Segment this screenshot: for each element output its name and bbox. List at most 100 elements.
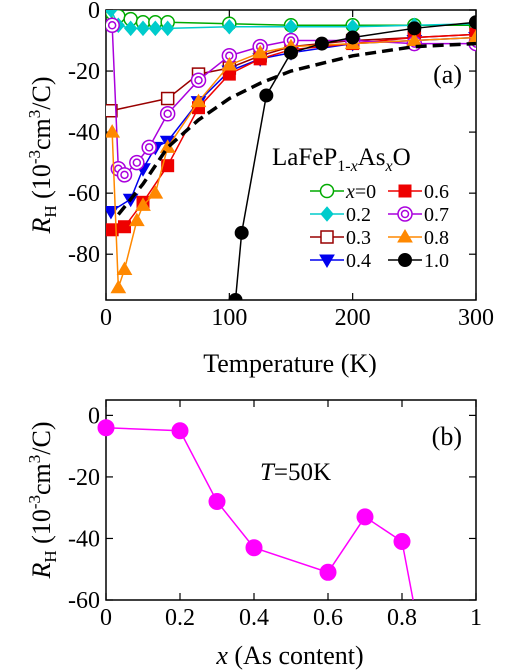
legend-label: x=0 [345,181,376,203]
legend-entry-x-0-2: 0.2 [310,204,371,226]
data-point-x-1-0 [228,293,243,300]
series-line-x-1-0 [234,21,476,300]
data-point-x-0-2 [106,10,118,18]
data-point-x-0-7 [283,32,299,49]
legend-label: 0.6 [424,181,449,203]
temperature-annotation: T=50K [260,459,331,486]
data-point-x-0-8 [106,124,121,138]
data-point-x-0-2 [136,20,150,37]
series-x-1-0 [228,15,476,300]
data-point [356,508,374,526]
panel-b-label: (b) [432,422,462,451]
data-point-x-0-2 [222,19,236,35]
data-point-x-0-2 [161,20,175,37]
data-point-x-0-8 [406,32,423,47]
panel-b-ticks: 0 0.2 0.4 0.6 0.8 1 0 -20 -40 -60 [68,400,482,631]
data-point-x-0-8 [190,93,207,108]
panel-a-ylabel: RH (10-3cm3/C) [25,76,60,234]
series-line-x-0-8 [111,36,476,289]
panel-b-ytick-label: -60 [68,588,100,614]
panel-a-plot-area [106,10,476,300]
panel-a-xtick-label: 300 [458,305,494,331]
panel-b-xlabel: x (As content) [215,641,363,670]
legend-marker [320,206,334,222]
data-point-x-0-6 [118,220,131,234]
legend-marker [398,253,412,267]
data-point-x-0-7 [106,17,120,34]
panel-a-ytick-label: -80 [68,242,100,268]
legend-label: 0.7 [424,204,449,226]
data-point-x-0-8 [221,56,238,71]
series-line-x-0-6 [111,33,476,231]
data-point-x-0-2 [148,20,162,37]
panel-b-series [97,419,414,601]
legend-entry-x-0-6: 0.6 [388,181,449,203]
legend-entry-x-0-7: 0.7 [388,204,449,226]
panel-b-xtick-label: 0.4 [239,605,269,631]
series-rh-vs-x [97,419,414,601]
legend-entry-x-0-3: 0.3 [310,227,371,249]
panel-a-frame [105,9,477,301]
data-point-x-0-8 [116,261,133,275]
legend-label: 1.0 [424,250,449,272]
legend-marker [398,184,412,198]
panel-b-plot-area [97,419,414,601]
data-point-x-0-8 [110,279,127,294]
data-point [171,422,189,440]
data-point [245,539,263,557]
panel-b-ytick-label: -20 [68,465,100,491]
data-point-x-0-7 [116,167,133,183]
panel-a-xtick-label: 0 [100,305,112,331]
data-point-x-0-3 [106,103,118,118]
panel-b-ytick-label: 0 [88,403,100,429]
panel-b-xtick-label: 0.2 [165,605,195,631]
data-point [393,533,411,551]
data-point [319,563,337,581]
series-line-x-0-4 [110,36,476,213]
panel-a-ytick-label: 0 [88,0,100,24]
legend-label: 0.8 [424,227,449,249]
legend-marker [319,254,335,268]
panel-b-xtick-label: 0.8 [387,605,417,631]
legend-entry-x-1-0: 1.0 [388,250,449,272]
legend-entry-x-0: x=0 [310,181,376,203]
data-point-x-0-7 [141,139,157,156]
legend-marker [320,230,334,244]
panel-a-ytick-label: -40 [68,120,100,146]
data-point-x-1-0 [259,88,274,103]
legend-label: 0.3 [346,227,371,249]
data-point-x-0-8 [147,185,164,199]
data-point-x-0-6 [161,159,175,173]
data-point-x-0-8 [252,44,269,59]
series-x-0-2 [106,10,476,37]
panel-b: 0 0.2 0.4 0.6 0.8 1 0 -20 -40 -60 (b) T=50K x (As… [25,399,482,670]
panel-b-xtick-label: 0.6 [313,605,343,631]
panel-b-xtick-label: 1 [470,605,482,631]
panel-a-legend: x=00.20.30.4 0.60.70.81.0 [310,181,449,272]
legend-entry-x-0-8: 0.8 [388,227,449,249]
data-point-x-0-7 [159,106,176,122]
panel-a-ytick-label: -20 [68,59,100,85]
data-point [97,419,115,437]
panel-b-ytick-label: -40 [68,526,100,552]
legend-entry-x-0-4: 0.4 [310,250,371,272]
panel-b-frame [105,399,477,601]
panel-a-xtick-label: 200 [335,305,371,331]
data-point-x-1-0 [469,15,476,30]
data-point-x-0-8 [128,212,145,227]
data-point-x-0-7 [129,154,145,171]
data-point-x-0-8 [135,197,151,211]
legend-label: 0.4 [346,250,371,272]
panel-a-xlabel: Temperature (K) [203,349,377,378]
data-point-x-1-0 [345,30,360,45]
legend-marker [397,206,413,222]
data-point-x-0-2 [124,20,138,37]
data-point-x-1-0 [407,21,422,36]
data-point-x-0-6 [469,27,476,41]
legend-label: 0.2 [346,204,371,226]
data-point-x-1-0 [234,225,249,240]
data-point-x-0-3 [160,91,175,106]
data-point-x-1-0 [284,45,298,60]
